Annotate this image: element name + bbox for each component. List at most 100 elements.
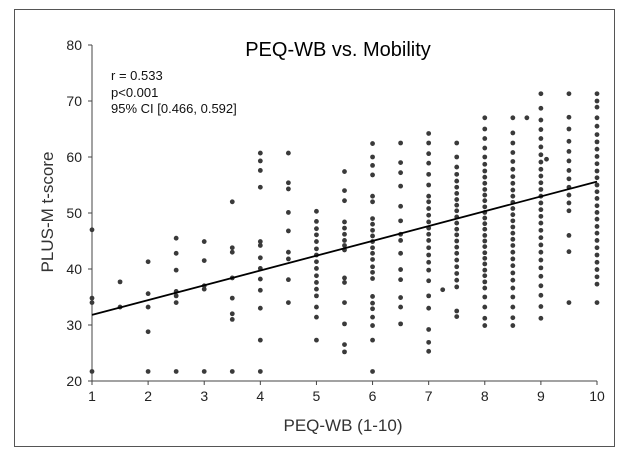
y-tick-label: 60 xyxy=(66,149,82,165)
data-point xyxy=(482,136,488,141)
data-point xyxy=(482,180,488,186)
x-tick-label: 7 xyxy=(425,388,433,404)
data-point xyxy=(370,337,375,343)
data-point xyxy=(314,286,319,292)
data-point xyxy=(482,221,488,227)
data-point xyxy=(426,252,432,258)
data-point xyxy=(482,161,488,167)
data-point xyxy=(314,293,319,299)
data-point xyxy=(426,140,432,146)
x-tick-label: 1 xyxy=(88,388,96,404)
data-point xyxy=(594,216,600,222)
data-point xyxy=(173,250,179,256)
data-point xyxy=(594,300,600,305)
data-point xyxy=(257,150,263,156)
data-point xyxy=(510,285,516,291)
data-point xyxy=(285,150,291,156)
data-point xyxy=(398,250,404,256)
data-point xyxy=(594,115,600,121)
data-point xyxy=(594,154,600,159)
data-point xyxy=(342,198,347,204)
x-tick-label: 9 xyxy=(537,388,545,404)
data-point xyxy=(510,270,516,276)
data-point xyxy=(594,189,600,195)
data-point xyxy=(454,244,460,250)
data-point xyxy=(454,271,460,276)
data-point xyxy=(538,173,544,179)
data-point xyxy=(454,191,460,196)
data-point xyxy=(510,206,516,211)
data-point xyxy=(594,123,600,129)
data-point xyxy=(314,314,319,320)
data-point xyxy=(482,204,488,210)
data-point xyxy=(538,213,544,219)
data-point xyxy=(454,257,460,263)
data-point xyxy=(538,292,544,298)
data-point xyxy=(566,176,572,182)
trendline-segment xyxy=(91,180,598,316)
data-point xyxy=(314,304,319,310)
data-point xyxy=(482,285,488,291)
data-point xyxy=(510,218,516,224)
data-point xyxy=(538,91,544,97)
data-point xyxy=(594,146,600,152)
data-point xyxy=(454,202,460,208)
data-point xyxy=(370,276,375,281)
data-point xyxy=(538,242,544,248)
data-point xyxy=(426,206,432,211)
data-point xyxy=(229,249,235,255)
data-point xyxy=(89,227,95,233)
data-point xyxy=(370,141,375,146)
data-point xyxy=(285,228,291,234)
data-point xyxy=(538,166,544,172)
data-points xyxy=(89,91,600,374)
data-point xyxy=(89,295,95,301)
data-point xyxy=(594,259,600,265)
data-point xyxy=(342,238,347,243)
data-point xyxy=(201,258,207,263)
data-point xyxy=(482,250,488,256)
data-point xyxy=(370,250,375,256)
data-point xyxy=(454,164,460,170)
data-point xyxy=(370,227,375,233)
data-point xyxy=(89,369,95,374)
data-point xyxy=(370,233,375,239)
data-point xyxy=(285,300,291,305)
data-point xyxy=(510,277,516,283)
x-axis-label: PEQ-WB (1-10) xyxy=(283,416,402,435)
data-point xyxy=(173,300,179,305)
data-point xyxy=(398,238,404,243)
data-point xyxy=(342,169,347,174)
data-point xyxy=(510,323,516,328)
data-point xyxy=(426,199,432,205)
data-point xyxy=(538,265,544,271)
data-point xyxy=(145,259,151,265)
data-point xyxy=(594,98,600,104)
data-point xyxy=(285,256,291,262)
data-point xyxy=(538,304,544,309)
data-point xyxy=(510,166,516,172)
data-point xyxy=(398,321,404,327)
data-point xyxy=(594,238,600,243)
data-point xyxy=(482,273,488,279)
data-point xyxy=(426,231,432,237)
data-point xyxy=(173,369,179,374)
data-point xyxy=(510,294,516,300)
data-point xyxy=(566,158,572,164)
data-point xyxy=(482,174,488,180)
data-point xyxy=(229,311,235,317)
data-point xyxy=(257,243,263,248)
data-point xyxy=(398,218,404,224)
data-point xyxy=(342,342,347,347)
data-point xyxy=(257,337,263,343)
data-point xyxy=(370,314,375,320)
data-point xyxy=(370,154,375,160)
data-point xyxy=(594,196,600,201)
data-point xyxy=(426,182,432,188)
data-point xyxy=(398,160,404,166)
data-point xyxy=(426,293,432,299)
y-tick-label: 20 xyxy=(66,373,82,389)
data-point xyxy=(594,245,600,251)
stat-r: r = 0.533 xyxy=(111,68,163,83)
